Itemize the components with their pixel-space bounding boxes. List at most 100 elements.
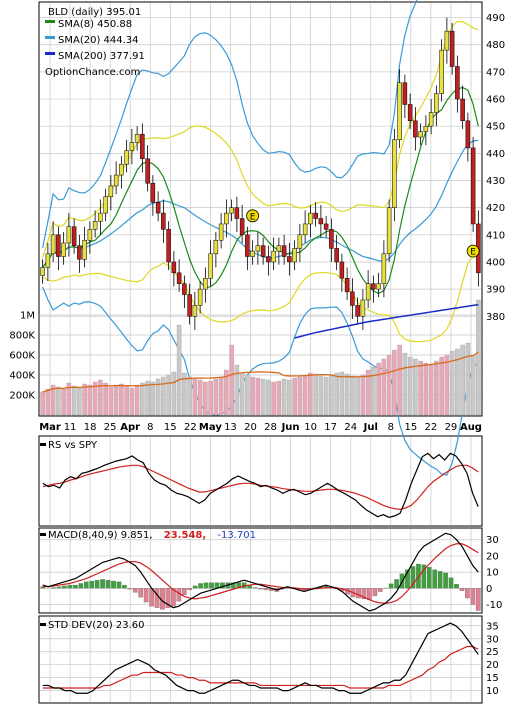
candle-body — [350, 292, 354, 306]
volume-bar — [209, 381, 213, 415]
candle-body — [450, 31, 454, 66]
candle-body — [203, 278, 207, 289]
candle-body — [314, 213, 318, 218]
price-tick-label: 460 — [486, 95, 505, 106]
macd-legend-value2: 23.548, — [164, 530, 206, 541]
macd-histogram-bar — [62, 586, 66, 588]
candle-body — [329, 229, 333, 248]
candle-body — [161, 213, 165, 229]
candle-body — [251, 251, 255, 256]
macd-histogram-bar — [476, 588, 480, 610]
volume-bar — [361, 375, 365, 415]
macd-histogram-bar — [367, 588, 371, 599]
volume-bar — [461, 345, 465, 415]
candle-body — [413, 121, 417, 137]
volume-bar — [303, 375, 307, 415]
candle-body — [230, 208, 234, 213]
macd-histogram-bar — [133, 588, 137, 592]
candle-body — [135, 134, 139, 142]
candle-body — [188, 295, 192, 317]
x-tick-label: 11 — [64, 422, 77, 433]
macd-histogram-bar — [193, 586, 197, 588]
volume-tick-label: 800K — [9, 331, 35, 342]
x-tick-label: 22 — [425, 422, 438, 433]
volume-bar — [83, 384, 87, 415]
candle-body — [335, 248, 339, 262]
x-tick-label: 8 — [388, 422, 394, 433]
x-tick-label: 28 — [264, 422, 277, 433]
volume-bar — [398, 345, 402, 415]
volume-bar — [77, 388, 81, 415]
candle-body — [51, 235, 55, 254]
volume-tick-label: 1M — [20, 311, 35, 322]
candle-body — [130, 142, 134, 150]
candle-body — [392, 140, 396, 208]
x-tick-label: 29 — [445, 422, 458, 433]
candle-body — [466, 121, 470, 148]
volume-bar — [408, 357, 412, 415]
candle-body — [461, 99, 465, 121]
std-legend-swatch — [40, 623, 46, 626]
volume-bar — [324, 377, 328, 415]
macd-histogram-bar — [389, 584, 393, 589]
macd-histogram-bar — [394, 579, 398, 588]
sma8-line — [43, 88, 479, 294]
candle-body — [156, 202, 160, 213]
candle-body — [445, 31, 449, 50]
volume-bar — [62, 389, 66, 415]
volume-bar — [140, 383, 144, 415]
volume-bar — [387, 355, 391, 415]
candle-body — [88, 229, 92, 240]
macd-histogram-bar — [204, 583, 208, 589]
candle-body — [167, 229, 171, 262]
candle-body — [366, 284, 370, 300]
std-tick-label: 30 — [486, 634, 499, 645]
candle-body — [193, 305, 197, 316]
volume-bar — [41, 392, 45, 415]
macd-histogram-bar — [378, 588, 382, 591]
macd-histogram-bar — [465, 588, 469, 598]
candle-body — [140, 134, 144, 158]
volume-bar — [151, 382, 155, 415]
volume-bar — [434, 361, 438, 415]
price-tick-label: 380 — [486, 312, 505, 323]
volume-bar — [219, 377, 223, 415]
candle-body — [440, 50, 444, 93]
volume-bar — [240, 373, 244, 415]
candle-body — [382, 254, 386, 284]
volume-bar — [56, 387, 60, 415]
legend-source: OptionChance.com — [45, 67, 140, 78]
volume-bar — [272, 382, 276, 415]
legend-swatch-sma20 — [45, 36, 55, 39]
indicator-lines — [41, 453, 481, 693]
volume-bar — [198, 380, 202, 415]
macd-histogram-bar — [100, 579, 104, 588]
volume-bar — [146, 381, 150, 415]
candle-body — [214, 240, 218, 254]
earnings-marker-label: E — [250, 212, 256, 222]
volume-bar — [172, 372, 176, 415]
volume-bar — [161, 377, 165, 415]
macd-histogram-bar — [68, 585, 72, 588]
candle-body — [371, 284, 375, 289]
candle-body — [109, 186, 113, 197]
volume-bar — [203, 382, 207, 415]
macd-tick-label: 20 — [486, 551, 499, 562]
macd-histogram-bar — [433, 570, 437, 589]
x-tick-label: 17 — [324, 422, 337, 433]
x-tick-label: 22 — [184, 422, 197, 433]
macd-histogram-bar — [182, 588, 186, 594]
candle-body — [419, 132, 423, 137]
price-legend-title: BLD (daily) 395.01 — [48, 7, 141, 18]
x-tick-label: 24 — [344, 422, 357, 433]
candle-body — [261, 246, 265, 257]
legend-swatch-sma200 — [45, 52, 55, 55]
volume-bar — [177, 325, 181, 415]
candle-body — [266, 257, 270, 262]
x-tick-label: 20 — [244, 422, 257, 433]
candle-body — [151, 183, 155, 202]
volume-bar — [277, 381, 281, 415]
candle-body — [429, 113, 433, 127]
volume-bar — [440, 357, 444, 415]
